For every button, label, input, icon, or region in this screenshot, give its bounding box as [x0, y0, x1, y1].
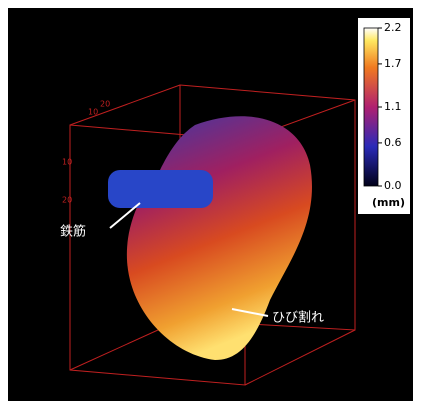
rebar-label: 鉄筋: [60, 224, 86, 240]
colorbar-tick-label: 0.0: [384, 179, 402, 192]
colorbar-tick-label: 2.2: [384, 21, 402, 34]
box-tick-label: 20: [100, 100, 110, 109]
colorbar-tick-label: 1.1: [384, 100, 402, 113]
box-tick-label: 20: [62, 196, 72, 205]
colorbar-unit: (mm): [372, 196, 405, 209]
rebar: [108, 170, 213, 208]
figure: 鉄筋 ひび割れ 10 20 10 20 0.0 0.6 1.1 1.7 2.2 (mm): [0, 0, 421, 409]
colorbar-tick-label: 1.7: [384, 57, 402, 70]
box-tick-label: 10: [62, 158, 72, 167]
crack-label: ひび割れ: [272, 310, 324, 326]
colorbar: [364, 28, 378, 186]
box-tick-label: 10: [88, 108, 98, 117]
colorbar-tick-label: 0.6: [384, 136, 402, 149]
